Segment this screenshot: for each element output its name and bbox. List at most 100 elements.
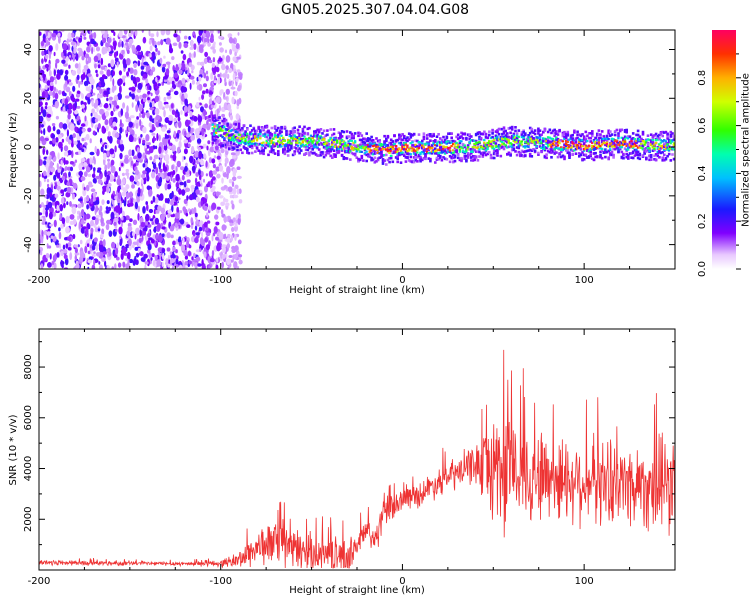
spectrogram-cell <box>564 136 568 140</box>
spectrogram-cell <box>311 152 314 155</box>
spectrogram-cell <box>602 137 605 140</box>
spectrogram-cell <box>241 134 244 137</box>
spectrogram-cell <box>610 153 614 157</box>
spectrogram-cell <box>445 142 448 145</box>
spectrogram-cell <box>447 150 450 153</box>
spectrogram-cell <box>563 130 566 134</box>
spectrogram-cell <box>257 149 260 152</box>
spectrogram-cell <box>80 176 86 181</box>
spectrogram-cell <box>362 137 365 140</box>
spectrogram-cell <box>569 148 573 151</box>
spectrogram-cell <box>522 136 525 139</box>
spectrogram-cell <box>597 144 600 147</box>
spectrogram-cell <box>160 30 166 36</box>
spectrogram-cell <box>181 155 184 162</box>
spectrogram-cell <box>64 168 67 172</box>
spectrogram-cell <box>295 138 298 141</box>
spectrogram-cell <box>230 234 234 242</box>
spectrogram-cell <box>265 135 269 139</box>
spectrogram-cell <box>303 153 306 156</box>
spectrogram-cell <box>267 143 270 146</box>
spectrogram-cell <box>607 149 610 153</box>
spectrogram-cell <box>127 200 130 204</box>
spectrogram-cell <box>40 202 45 208</box>
spectrogram-cell <box>478 135 481 139</box>
spectrogram-cell <box>422 151 425 154</box>
spectrogram-cell <box>202 240 206 247</box>
spectrogram-cell <box>82 128 86 133</box>
spectrogram-cell <box>401 133 404 136</box>
spectrogram-cell <box>228 126 231 129</box>
spectrogram-cell <box>365 159 368 163</box>
spectrogram-cell <box>443 152 447 155</box>
spectrogram-cell <box>229 129 232 132</box>
spectrogram-cell <box>535 138 538 142</box>
spectrogram-cell <box>95 98 99 107</box>
spectrogram-cell <box>288 141 291 144</box>
spectrogram-cell <box>381 154 385 157</box>
spectrogram-cell <box>543 127 547 131</box>
spectrogram-cell <box>389 156 393 160</box>
spectrogram-cell <box>229 142 233 145</box>
spectrogram-cell <box>111 241 116 249</box>
spectrogram-cell <box>340 135 344 138</box>
spectrogram-cell <box>201 128 205 136</box>
spectrogram-cell <box>597 133 601 136</box>
spectrogram-cell <box>425 137 429 140</box>
spectrogram-cell <box>192 252 196 259</box>
spectrogram-cell <box>478 150 481 154</box>
spectrogram-cell <box>64 160 69 165</box>
spectrogram-cell <box>117 191 122 200</box>
spectrogram-cell <box>250 137 254 141</box>
spectrogram-cell <box>246 133 249 137</box>
spectrogram-cell <box>298 138 301 141</box>
spectrogram-cell <box>411 141 414 144</box>
spectrogram-cell <box>46 66 49 72</box>
spectrogram-cell <box>180 218 185 225</box>
spectrogram-cell <box>507 135 511 139</box>
spectrogram-cell <box>324 153 328 157</box>
spectrogram-cell <box>293 134 296 137</box>
spectrogram-cell <box>154 197 159 204</box>
spectrogram-cell <box>58 36 61 44</box>
spectrogram-cell <box>184 255 188 260</box>
spectrogram-cell <box>564 132 568 136</box>
spectrogram-cell <box>87 127 92 133</box>
spectrogram-cell <box>332 137 336 140</box>
spectrogram-cell <box>514 126 517 129</box>
spectrogram-cell <box>278 137 282 140</box>
spectrogram-cell <box>219 134 223 137</box>
spectrogram-cell <box>435 149 439 152</box>
spectrogram-cell <box>225 55 231 63</box>
spectrogram-cell <box>308 141 311 144</box>
spectrogram-cell <box>406 136 409 139</box>
spectrogram-cell <box>600 137 604 141</box>
spectrogram-cell <box>273 126 277 129</box>
spectrogram-cell <box>625 128 628 132</box>
spectrogram-cell <box>181 77 186 84</box>
spectrogram-cell <box>51 32 57 38</box>
spectrogram-cell <box>421 142 424 145</box>
spectrogram-cell <box>604 148 607 151</box>
spectrogram-cell <box>404 148 407 151</box>
spectrogram-cell <box>317 139 321 142</box>
spectrogram-cell <box>504 139 507 143</box>
spectrogram-cell <box>561 133 565 136</box>
spectrogram-cell <box>558 128 561 132</box>
spectrogram-cell <box>151 51 156 59</box>
spectrogram-cell <box>448 155 452 158</box>
spectrogram-cell <box>304 152 308 155</box>
spectrogram-cell <box>106 91 109 96</box>
spectrogram-cell <box>203 198 208 204</box>
spectrogram-cell <box>345 136 349 140</box>
spectrogram-cell <box>555 138 558 142</box>
spectrogram-cell <box>489 141 493 145</box>
spectrogram-cell <box>272 148 275 152</box>
spectrogram-cell <box>116 256 120 261</box>
spectrogram-cell <box>81 148 85 153</box>
spectrogram-cell <box>198 124 202 131</box>
spectrogram-cell <box>317 137 321 140</box>
spectrogram-cell <box>188 208 191 212</box>
spectrogram-cell <box>337 147 340 150</box>
spectrogram-cell <box>556 141 560 144</box>
